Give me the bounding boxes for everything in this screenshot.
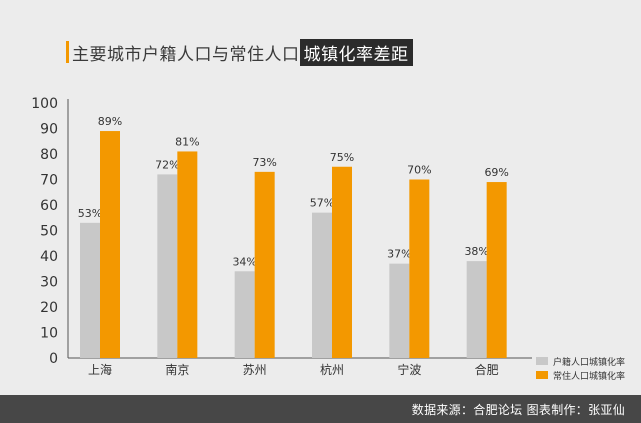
data-label: 89% xyxy=(98,115,122,128)
data-label: 53% xyxy=(78,207,102,220)
x-tick-label: 上海 xyxy=(88,362,112,377)
y-tick-label: 100 xyxy=(31,96,58,112)
legend-item-resident: 常住人口城镇化率 xyxy=(536,368,625,382)
y-tick-label: 0 xyxy=(49,351,58,367)
bar-registered xyxy=(80,222,100,358)
data-label: 73% xyxy=(252,156,276,169)
bar-registered xyxy=(234,271,255,358)
legend-label-registered: 户籍人口城镇化率 xyxy=(553,357,626,368)
bar-registered xyxy=(312,212,332,358)
x-tick-label: 杭州 xyxy=(320,362,344,377)
chart-title: 主要城市户籍人口与常住人口 城镇化率差距 xyxy=(72,38,413,66)
bar-resident xyxy=(254,171,275,358)
x-tick-label: 南京 xyxy=(165,362,189,377)
legend-swatch-registered xyxy=(536,357,548,365)
y-tick-label: 50 xyxy=(40,224,58,240)
y-tick-label: 10 xyxy=(40,326,58,342)
legend: 户籍人口城镇化率 常住人口城镇化率 xyxy=(536,354,625,382)
y-tick-label: 20 xyxy=(40,300,58,316)
legend-swatch-resident xyxy=(536,371,548,379)
data-label: 72% xyxy=(155,158,179,171)
bar-registered xyxy=(389,263,410,358)
legend-label-resident: 常住人口城镇化率 xyxy=(553,371,626,382)
data-label: 38% xyxy=(464,245,488,258)
y-tick-label: 70 xyxy=(40,173,58,189)
footer-bar: 数据来源：合肥论坛 图表制作：张亚仙 xyxy=(0,395,641,423)
x-tick-label: 合肥 xyxy=(475,362,499,377)
data-label: 37% xyxy=(387,248,411,261)
bar-resident xyxy=(409,179,430,358)
bar-registered xyxy=(157,174,178,358)
data-label: 75% xyxy=(330,151,354,164)
bar-resident xyxy=(332,166,352,358)
title-highlight: 城镇化率差距 xyxy=(299,38,413,66)
y-tick-label: 40 xyxy=(40,249,58,265)
bar-chart: 0 10 20 30 40 50 60 70 80 90 100 53% 89% 上海 72% 81% 南京 34… xyxy=(31,96,532,377)
data-label: 81% xyxy=(175,135,199,148)
bar-resident xyxy=(100,131,120,358)
data-label: 34% xyxy=(232,255,256,268)
bar-resident xyxy=(177,151,198,358)
title-accent-bar xyxy=(66,41,69,63)
data-label: 57% xyxy=(310,197,334,210)
bar-resident xyxy=(486,182,507,358)
y-tick-label: 90 xyxy=(40,122,58,138)
data-label: 69% xyxy=(484,166,508,179)
y-tick-label: 60 xyxy=(40,198,58,214)
legend-item-registered: 户籍人口城镇化率 xyxy=(536,354,625,368)
x-tick-label: 苏州 xyxy=(243,363,267,377)
title-main: 主要城市户籍人口与常住人口 xyxy=(72,44,300,65)
y-tick-label: 30 xyxy=(40,275,58,291)
y-tick-label: 80 xyxy=(40,147,58,163)
bar-registered xyxy=(466,261,487,358)
data-label: 70% xyxy=(407,164,431,177)
footer-source: 数据来源：合肥论坛 图表制作：张亚仙 xyxy=(411,403,625,417)
x-tick-label: 宁波 xyxy=(397,362,421,377)
